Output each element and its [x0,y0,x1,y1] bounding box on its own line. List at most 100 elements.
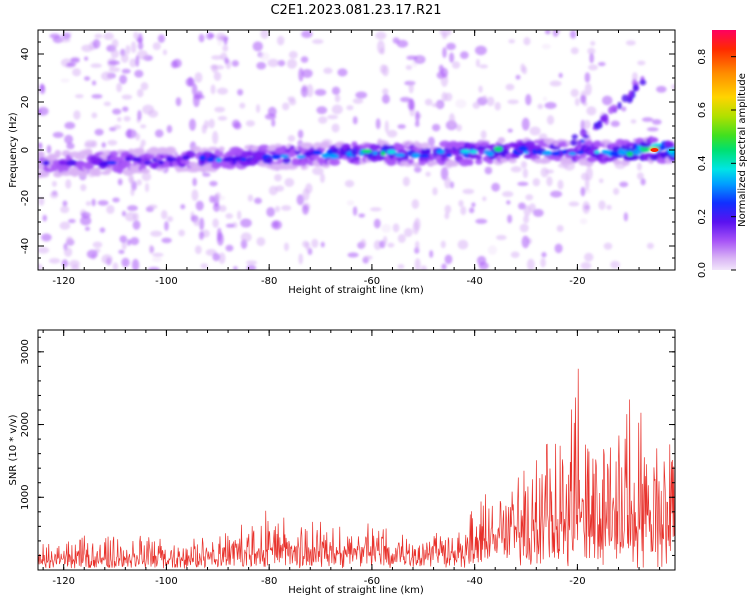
noise-blob [482,95,487,101]
ridge-core [215,157,222,163]
noise-blob [569,30,577,39]
spectrogram-panel: -120 -100 -80 -60 -40 -20 -40 -20 0 20 40 Height o… [8,29,676,296]
noise-blob [99,227,106,233]
noise-blob [112,108,122,115]
noise-blob [494,102,501,111]
noise-blob [541,43,551,50]
noise-blob [154,129,164,138]
noise-blob [306,84,314,98]
noise-blob [117,178,123,186]
noise-blob [406,55,418,61]
noise-blob [392,223,400,233]
noise-blob [271,118,276,127]
noise-blob [140,124,147,129]
noise-blob [129,176,135,185]
noise-blob [414,217,421,231]
noise-blob [360,238,367,249]
noise-blob [486,96,495,107]
noise-blob [254,197,262,204]
noise-blob [558,72,563,78]
noise-blob [318,116,328,124]
colorbar: 0.0 0.2 0.4 0.6 0.8 Normalized spectral ampl… [697,30,748,278]
noise-blob [218,252,226,264]
ridge-core [436,149,446,154]
noise-blob [369,207,382,212]
noise-blob [80,184,87,192]
noise-blob [584,176,590,191]
ridge-blob [486,158,494,165]
noise-blob [331,123,340,133]
branch-blob [600,116,608,123]
noise-blob [408,81,414,94]
noise-blob [192,177,197,187]
noise-blob [113,124,122,130]
noise-blob [298,253,304,265]
noise-blob [597,61,606,67]
noise-blob [298,67,304,82]
noise-blob [355,91,368,99]
noise-blob [517,181,529,187]
ridge-core [361,149,373,154]
noise-blob [474,45,487,56]
ridge-core [42,160,50,166]
noise-blob [671,84,675,90]
noise-blob [122,106,129,112]
noise-blob [482,196,487,202]
spectrogram-heatmap [38,30,675,270]
noise-blob [432,187,438,196]
noise-blob [38,142,43,151]
noise-blob [84,56,89,61]
peak-spot [650,148,659,152]
branch-blob [632,84,639,92]
noise-blob [38,246,50,254]
noise-blob [460,206,467,216]
noise-blob [225,244,234,252]
noise-blob [225,213,234,219]
noise-blob [276,35,285,46]
colorbar-label: Normalized spectral amplitude [737,73,748,227]
noise-blob [73,110,81,120]
noise-blob [216,227,222,242]
noise-blob [200,263,209,269]
noise-blob [277,59,286,67]
noise-blob [636,172,644,180]
noise-blob [451,61,461,69]
ridge-core [131,157,142,162]
noise-blob [646,127,659,132]
noise-blob [148,244,154,255]
noise-blob [222,45,229,52]
ridge-blob [579,153,587,158]
noise-blob [556,225,564,233]
noise-blob [157,34,166,43]
branch-blob [617,101,622,110]
noise-blob [641,117,654,122]
noise-blob [587,47,596,55]
colorbar-tick-label: 0.0 [697,262,708,278]
noise-blob [407,99,415,111]
ridge-blob [497,137,506,144]
noise-blob [541,252,547,258]
branch-blob [626,93,635,98]
noise-blob [344,180,355,188]
noise-blob [484,166,493,175]
noise-blob [192,94,200,108]
x-tick-label: -100 [155,276,178,287]
noise-blob [215,32,226,42]
ridge-blob [93,169,102,177]
ridge-blob [467,159,474,166]
noise-blob [305,241,310,251]
noise-blob [173,151,179,158]
noise-blob [532,178,541,187]
noise-blob [382,236,388,245]
noise-blob [507,214,513,224]
noise-blob [403,228,413,237]
noise-blob [160,210,168,220]
noise-blob [598,178,604,184]
noise-blob [441,263,447,270]
noise-blob [84,226,90,231]
ridge-core [601,149,609,155]
snr-series-line [38,368,675,569]
noise-blob [214,106,226,113]
noise-blob [208,118,215,129]
